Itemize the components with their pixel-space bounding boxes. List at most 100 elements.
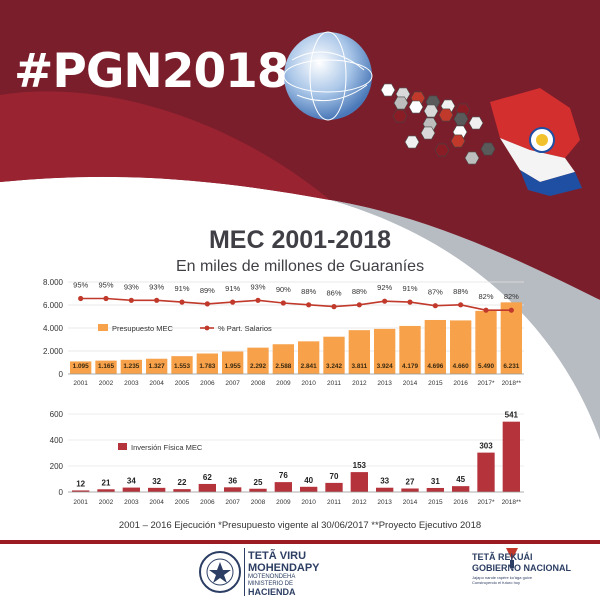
bar [325, 482, 343, 492]
bar [120, 359, 142, 374]
bar [72, 490, 90, 492]
legend-swatch-point [204, 325, 210, 331]
hexagon-tile [423, 104, 439, 118]
hexagon-mosaic-icon [380, 83, 496, 165]
line-point [204, 301, 210, 307]
line-point [483, 307, 489, 313]
y-tick-label: 6.000 [43, 301, 64, 310]
chart-title: MEC 2001-2018 [208, 226, 392, 254]
x-tick-label: 2006 [200, 380, 215, 387]
bar [272, 344, 294, 374]
footer-divider [244, 548, 245, 596]
x-tick-label: 2017* [478, 380, 495, 387]
line-value-label: 93% [250, 282, 265, 291]
line-point [128, 297, 134, 303]
gov-logo-icon [506, 548, 518, 568]
x-tick-label: 2007 [225, 499, 240, 506]
bar-value-label: 36 [228, 476, 237, 485]
line-value-label: 91% [174, 284, 189, 293]
legend-label: Inversión Física MEC [131, 443, 203, 452]
bar-value-label: 1.095 [73, 363, 89, 370]
bar [452, 486, 470, 492]
x-tick-label: 2015 [428, 499, 443, 506]
bar-value-label: 31 [431, 477, 440, 486]
x-tick-label: 2009 [276, 499, 291, 506]
x-tick-label: 2005 [175, 499, 190, 506]
x-tick-label: 2016 [453, 380, 468, 387]
line-value-label: 93% [149, 282, 164, 291]
bar-value-label: 1.553 [174, 363, 190, 370]
line-point [255, 297, 261, 303]
bar-value-label: 25 [254, 478, 263, 487]
bar [95, 360, 117, 374]
bar [300, 486, 318, 492]
bar-value-label: 45 [456, 475, 465, 484]
bar [196, 353, 218, 374]
bar [450, 320, 472, 374]
footer [0, 540, 600, 600]
bar-value-label: 1.165 [98, 363, 114, 370]
line-point [78, 295, 84, 302]
bar-value-label: 21 [102, 478, 111, 487]
bar-value-label: 2.292 [250, 363, 266, 370]
hexagon-tile [438, 108, 454, 122]
bar-value-label: 33 [380, 477, 389, 486]
x-tick-label: 2004 [149, 380, 164, 387]
x-tick-label: 2014 [403, 499, 418, 506]
bar-value-label: 3.924 [377, 363, 393, 370]
hashtag-title: #PGN2018 [14, 44, 290, 99]
bar-value-label: 76 [279, 471, 288, 480]
bar-value-label: 303 [479, 442, 493, 451]
hexagon-tile [434, 143, 450, 157]
y-tick-label: 8.000 [43, 278, 64, 287]
x-tick-label: 2015 [428, 380, 443, 387]
hexagon-tile [380, 83, 396, 97]
x-tick-label: 2011 [327, 380, 341, 387]
bar [401, 488, 419, 492]
bar-value-label: 541 [505, 411, 519, 420]
bar [148, 487, 166, 492]
x-tick-label: 2006 [200, 499, 215, 506]
bar [424, 319, 446, 374]
line-point [407, 299, 413, 305]
bar-value-label: 22 [178, 478, 187, 487]
x-tick-label: 2004 [149, 499, 164, 506]
line-value-label: 89% [200, 286, 215, 295]
ministry-line3: MOTENONDEHA [248, 574, 296, 580]
gov-line4: Construyendo el futuro hoy [472, 580, 521, 585]
bar [171, 356, 193, 374]
x-tick-label: 2001 [73, 499, 88, 506]
line-value-label: 92% [377, 283, 392, 292]
bar [477, 452, 495, 492]
bar-value-label: 3.811 [352, 363, 368, 370]
gov-line2: GOBIERNO NACIONAL [472, 563, 571, 573]
line-point [154, 297, 160, 303]
bar [374, 328, 396, 374]
bar [249, 488, 267, 492]
legend-swatch-bar [98, 324, 108, 331]
bar-value-label: 153 [353, 461, 367, 470]
globe-icon [283, 31, 373, 121]
bar-value-label: 12 [76, 479, 85, 488]
line-value-label: 91% [225, 284, 240, 293]
bar [97, 489, 115, 492]
bar-value-label: 1.783 [199, 363, 215, 370]
bar [323, 336, 345, 374]
bar [173, 489, 191, 492]
chart-footnote: 2001 – 2016 Ejecución *Presupuesto vigen… [118, 520, 482, 531]
hexagon-tile [480, 142, 496, 156]
bar [502, 421, 520, 492]
bar-value-label: 62 [203, 473, 212, 482]
hexagon-tile [420, 126, 436, 140]
bar [348, 330, 370, 374]
bar-value-label: 4.660 [453, 363, 469, 370]
x-tick-label: 2009 [276, 380, 291, 387]
hexagon-tile [408, 100, 424, 114]
bar-value-label: 32 [152, 477, 161, 486]
bar-value-label: 2.588 [275, 363, 291, 370]
bar-value-label: 70 [330, 472, 339, 481]
legend-label-line: % Part. Salarios [218, 324, 272, 333]
y-tick-label: 4.000 [43, 324, 64, 333]
line-point [331, 304, 337, 310]
